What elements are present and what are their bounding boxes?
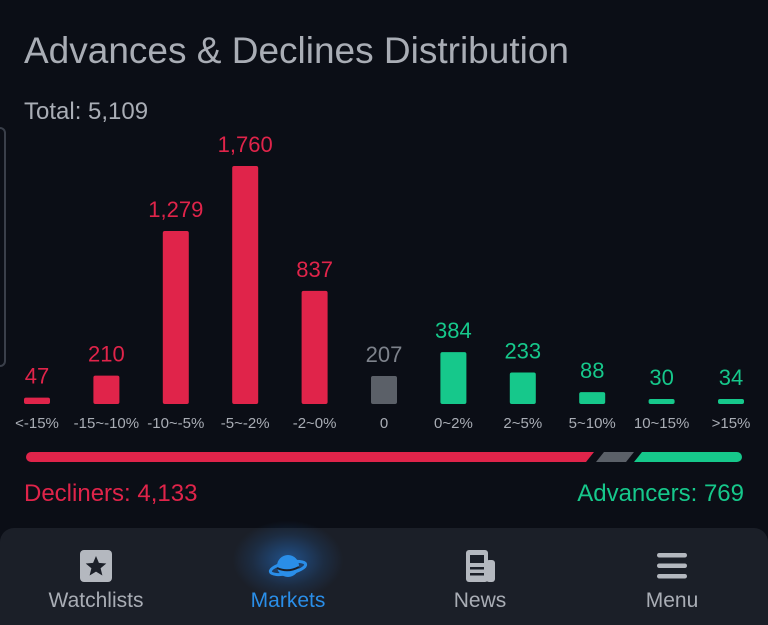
bar-6: [440, 352, 467, 404]
ratio-advancers-segment: [634, 452, 742, 462]
star-icon: [80, 550, 112, 582]
hamburger-icon: [657, 553, 687, 579]
planet-icon: [268, 555, 308, 577]
bar-9: [648, 399, 675, 404]
bar-value-label-4: 837: [296, 257, 333, 282]
bar-5: [371, 376, 397, 404]
bar-value-label-1: 210: [88, 342, 125, 367]
decliners-count: Decliners: 4,133: [24, 480, 198, 507]
x-tick-label-1: -15~-10%: [74, 415, 139, 432]
nav-markets[interactable]: Markets: [192, 520, 384, 625]
bar-10: [718, 399, 744, 404]
nav-menu[interactable]: Menu: [576, 528, 768, 625]
nav-markets-label: Markets: [250, 589, 326, 612]
bar-value-label-3: 1,760: [218, 132, 273, 157]
ratio-neutral-segment: [596, 452, 634, 462]
bar-4: [301, 290, 328, 404]
bar-value-label-6: 384: [435, 318, 472, 343]
x-tick-label-3: -5~-2%: [221, 415, 270, 432]
ratio-decliners-segment: [26, 452, 594, 462]
newspaper-icon: [466, 550, 495, 582]
bar-value-label-2: 1,279: [148, 197, 203, 222]
x-tick-label-2: -10~-5%: [147, 415, 204, 432]
page-title: Advances & Declines Distribution: [24, 30, 569, 71]
x-tick-label-5: 0: [380, 415, 388, 432]
bar-3: [232, 166, 259, 404]
drawer-handle[interactable]: [0, 127, 6, 367]
bar-value-label-10: 34: [719, 365, 743, 390]
bottom-navigation: Watchlists Markets News: [0, 520, 768, 625]
bar-8: [579, 392, 606, 404]
x-tick-label-10: >15%: [712, 415, 751, 432]
bar-7: [509, 372, 536, 404]
nav-news[interactable]: News: [384, 528, 576, 625]
bar-1: [93, 375, 120, 404]
x-tick-label-0: <-15%: [15, 415, 59, 432]
bar-value-label-0: 47: [25, 364, 49, 389]
nav-watchlists[interactable]: Watchlists: [0, 528, 192, 625]
bar-value-label-9: 30: [649, 365, 673, 390]
nav-menu-label: Menu: [645, 589, 699, 612]
bar-value-label-7: 233: [504, 338, 541, 363]
advance-decline-ratio-bar: [26, 452, 742, 462]
nav-watchlists-label: Watchlists: [48, 589, 144, 612]
nav-news-label: News: [453, 589, 507, 612]
x-tick-label-8: 5~10%: [569, 415, 616, 432]
bar-value-label-8: 88: [580, 358, 604, 383]
bar-2: [162, 231, 189, 404]
x-tick-label-9: 10~15%: [634, 415, 689, 432]
x-tick-label-7: 2~5%: [503, 415, 542, 432]
bar-value-label-5: 207: [366, 342, 403, 367]
advancers-count: Advancers: 769: [577, 480, 744, 507]
total-count: Total: 5,109: [24, 98, 149, 125]
bar-0: [24, 397, 50, 404]
x-tick-label-4: -2~0%: [293, 415, 337, 432]
x-tick-label-6: 0~2%: [434, 415, 473, 432]
distribution-chart: 47 <-15% 210 -15~-10% 1,279 -10~-5% 1,760 -5~-2…: [15, 132, 751, 432]
